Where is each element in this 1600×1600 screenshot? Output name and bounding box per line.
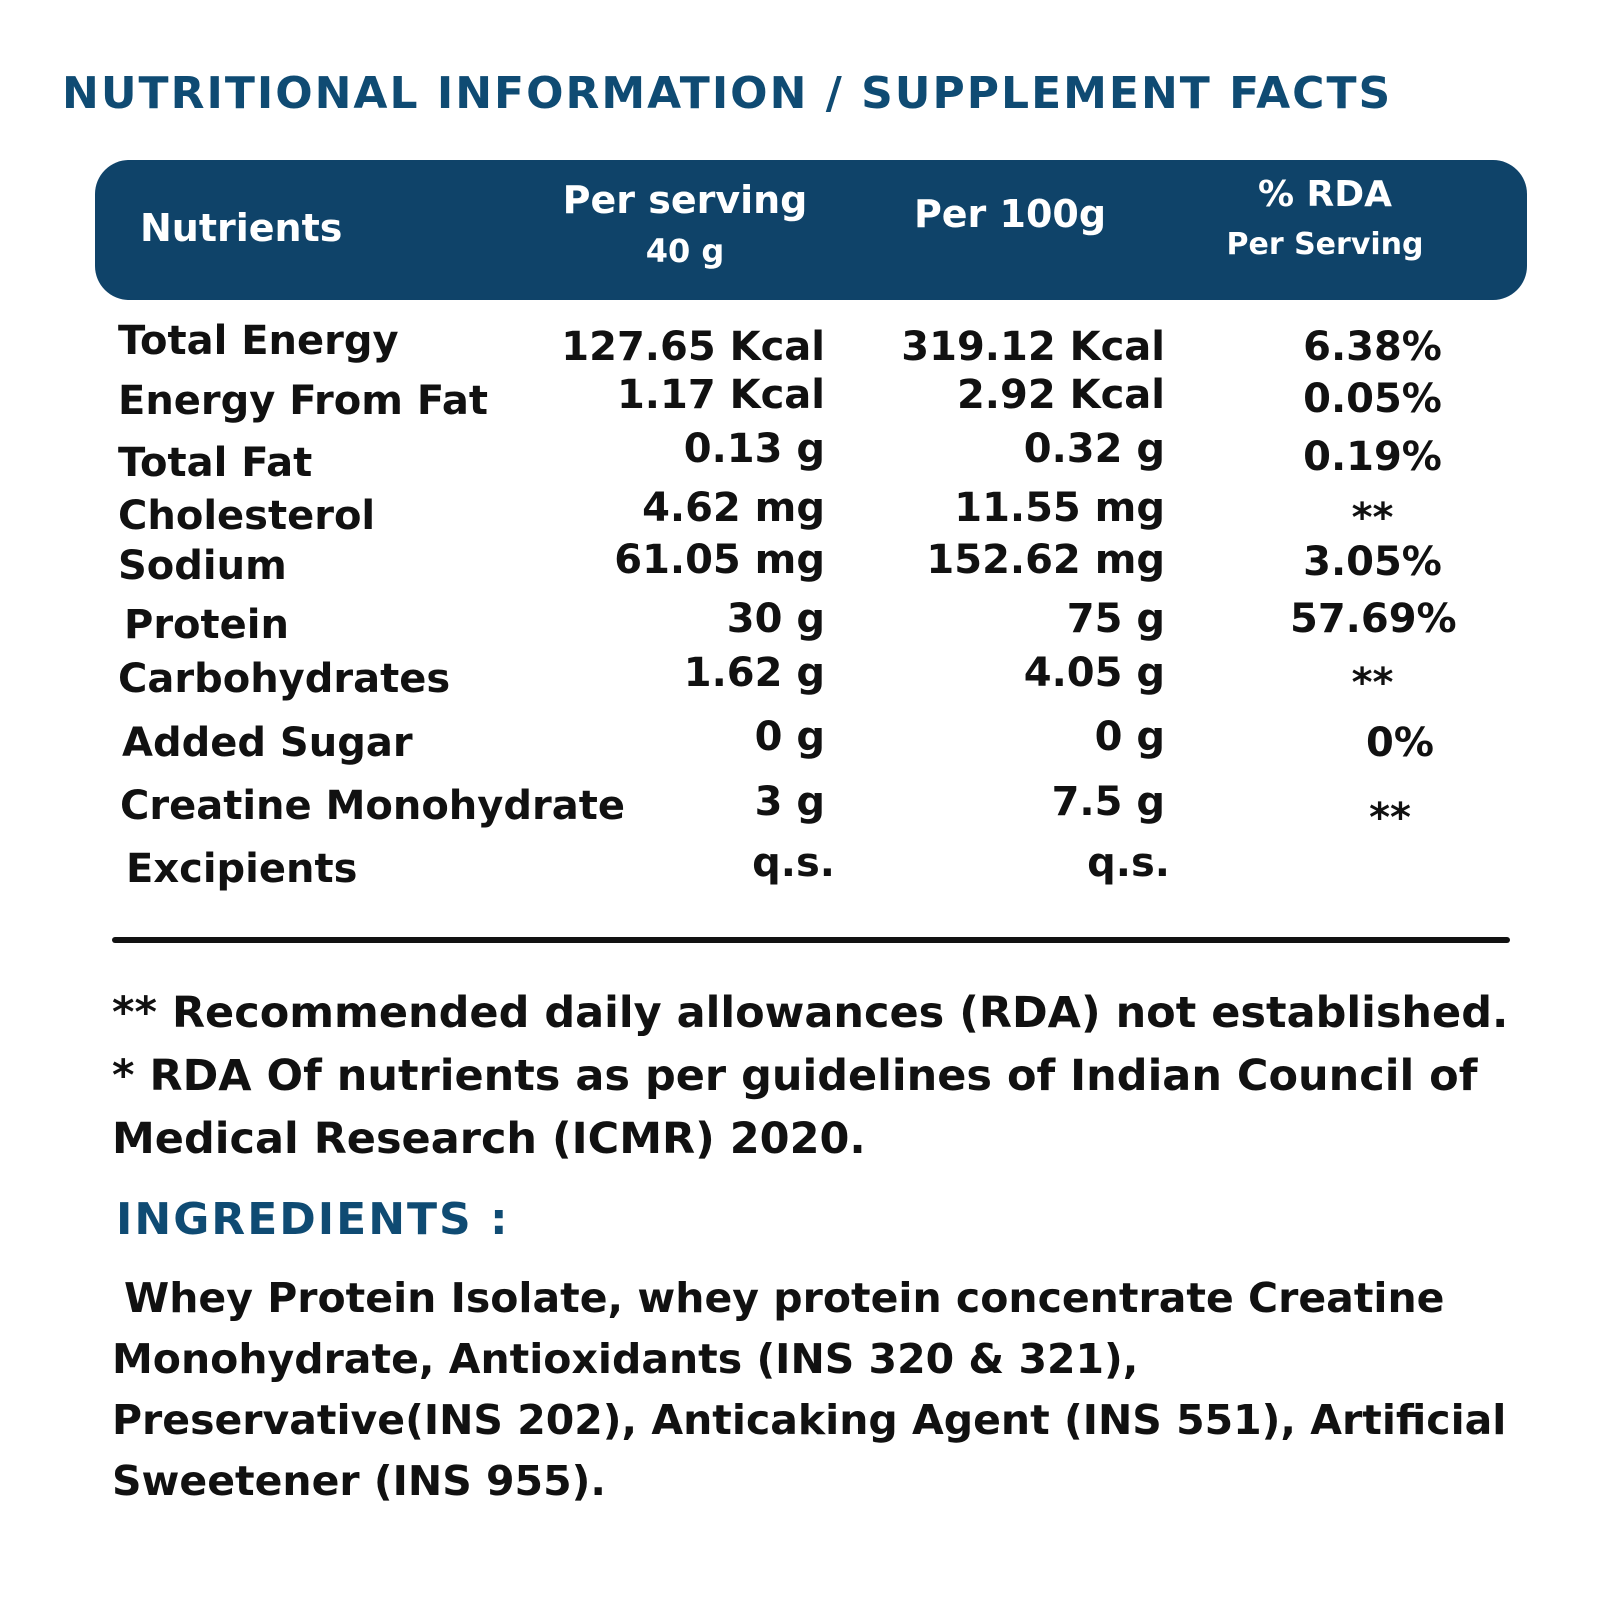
header-rda: % RDA Per Serving: [1175, 174, 1475, 262]
per-serving-value: 127.65 Kcal: [561, 324, 825, 370]
nutrient-name: Energy From Fat: [118, 378, 488, 424]
page-title: NUTRITIONAL INFORMATION / SUPPLEMENT FAC…: [62, 68, 1393, 119]
table-row: Total Fat 0.13 g 0.32 g 0.19%: [0, 426, 1600, 496]
ingredients-title: INGREDIENTS :: [116, 1194, 510, 1245]
rda-value: **: [1351, 495, 1394, 541]
table-row: Creatine Monohydrate 3 g 7.5 g **: [0, 779, 1600, 841]
ingredients-text: Whey Protein Isolate, whey protein conce…: [112, 1274, 1507, 1505]
footnote-rda-not-established: ** Recommended daily allowances (RDA) no…: [112, 988, 1509, 1038]
per-serving-value: 4.62 mg: [642, 485, 825, 531]
per-100g-value: q.s.: [1087, 840, 1170, 886]
nutrient-name: Creatine Monohydrate: [120, 783, 625, 829]
nutrient-name: Carbohydrates: [118, 656, 451, 702]
per-serving-value: 3 g: [754, 779, 825, 825]
per-100g-value: 75 g: [1066, 596, 1165, 642]
table-row: Protein 30 g 75 g 57.69%: [0, 596, 1600, 658]
nutrient-name: Sodium: [118, 543, 287, 589]
rda-value: **: [1351, 660, 1394, 706]
per-serving-value: 1.62 g: [683, 650, 825, 696]
table-header: Nutrients Per serving 40 g Per 100g % RD…: [95, 160, 1527, 300]
header-nutrients: Nutrients: [140, 206, 343, 250]
table-row: Energy From Fat 1.17 Kcal 2.92 Kcal 0.05…: [0, 372, 1600, 434]
table-row: Carbohydrates 1.62 g 4.05 g **: [0, 650, 1600, 712]
table-row: Cholesterol 4.62 mg 11.55 mg **: [0, 485, 1600, 549]
table-row: Total Energy 127.65 Kcal 319.12 Kcal 6.3…: [0, 318, 1600, 374]
footnotes: ** Recommended daily allowances (RDA) no…: [112, 982, 1512, 1171]
table-row: Excipients q.s. q.s.: [0, 840, 1600, 902]
per-100g-value: 11.55 mg: [954, 485, 1165, 531]
rda-value: 0%: [1366, 720, 1434, 766]
per-100g-value: 0.32 g: [1023, 426, 1165, 472]
per-100g-value: 0 g: [1094, 714, 1165, 760]
per-serving-value: 61.05 mg: [614, 537, 825, 583]
nutrient-name: Cholesterol: [118, 493, 376, 539]
header-per-serving-sub: 40 g: [645, 232, 725, 270]
header-rda-sub: Per Serving: [1226, 227, 1424, 262]
table-row: Sodium 61.05 mg 152.62 mg 3.05%: [0, 537, 1600, 599]
nutrient-name: Total Energy: [118, 318, 399, 364]
per-100g-value: 4.05 g: [1023, 650, 1165, 696]
per-100g-value: 2.92 Kcal: [956, 372, 1165, 418]
nutrient-name: Protein: [124, 602, 289, 648]
header-per-serving: Per serving 40 g: [535, 178, 835, 270]
header-per-100g: Per 100g: [913, 192, 1107, 236]
nutrient-name: Added Sugar: [122, 720, 413, 766]
per-100g-value: 319.12 Kcal: [901, 324, 1165, 370]
rda-value: 0.05%: [1303, 376, 1442, 422]
nutrient-name: Total Fat: [118, 440, 313, 486]
rda-value: 3.05%: [1303, 539, 1442, 585]
per-100g-value: 152.62 mg: [926, 537, 1165, 583]
table-row: Added Sugar 0 g 0 g 0%: [0, 714, 1600, 776]
footnote-icmr: * RDA Of nutrients as per guidelines of …: [112, 1051, 1478, 1164]
rda-value: 57.69%: [1290, 596, 1457, 642]
rda-value: 0.19%: [1303, 434, 1442, 480]
nutrient-name: Excipients: [126, 846, 358, 892]
per-serving-value: 1.17 Kcal: [616, 372, 825, 418]
per-100g-value: 7.5 g: [1051, 779, 1165, 825]
header-per-serving-label: Per serving: [562, 178, 808, 222]
rda-value: **: [1369, 795, 1411, 841]
per-serving-value: 0.13 g: [683, 426, 825, 472]
header-rda-label: % RDA: [1257, 174, 1393, 215]
section-divider: [112, 937, 1510, 943]
per-serving-value: 0 g: [754, 714, 825, 760]
rda-value: 6.38%: [1303, 324, 1442, 370]
per-serving-value: q.s.: [752, 840, 835, 886]
per-serving-value: 30 g: [726, 596, 825, 642]
